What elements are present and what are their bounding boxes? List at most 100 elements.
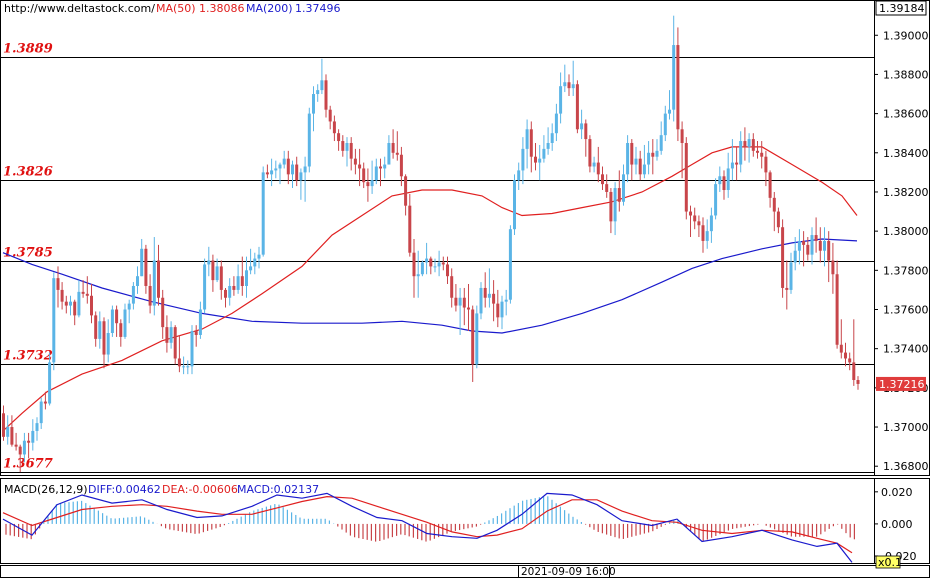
price-tick-label-8: 1.37400 bbox=[883, 343, 929, 356]
candle-119 bbox=[500, 295, 504, 330]
current-price: 1.37216 bbox=[879, 378, 925, 391]
candle-148 bbox=[622, 164, 625, 206]
candle-87 bbox=[366, 168, 370, 202]
candle-58 bbox=[245, 256, 248, 298]
candle-91 bbox=[383, 156, 387, 179]
candle-194 bbox=[814, 217, 818, 253]
candle-111 bbox=[467, 284, 470, 332]
candle-101 bbox=[425, 242, 429, 275]
candle-72 bbox=[303, 156, 307, 202]
candle-180 bbox=[756, 141, 759, 159]
price-tick-label-10: 1.37000 bbox=[883, 421, 929, 434]
price-tick-label-3: 1.38400 bbox=[883, 147, 929, 160]
candle-30 bbox=[127, 299, 131, 324]
candle-11 bbox=[48, 352, 52, 406]
candle-168 bbox=[705, 219, 709, 249]
price-tick-label-4: 1.38200 bbox=[883, 186, 929, 199]
candle-29 bbox=[123, 303, 127, 339]
candle-118 bbox=[496, 289, 500, 328]
candle-39 bbox=[165, 315, 169, 353]
candle-166 bbox=[697, 215, 701, 238]
candle-98 bbox=[412, 238, 416, 298]
level-label-2: 1.3785 bbox=[3, 246, 53, 261]
candle-81 bbox=[341, 135, 345, 157]
price-tick-label-6: 1.37800 bbox=[883, 264, 929, 277]
price-tick-label-7: 1.37600 bbox=[883, 303, 929, 316]
candle-28 bbox=[119, 319, 123, 347]
candle-83 bbox=[349, 137, 353, 171]
macd-layer bbox=[2, 492, 856, 563]
candle-130 bbox=[546, 127, 550, 155]
candle-84 bbox=[353, 148, 357, 175]
price-tick-label-5: 1.38000 bbox=[883, 225, 929, 238]
candle-4 bbox=[18, 444, 22, 473]
candle-165 bbox=[693, 207, 697, 230]
macd-dea-line bbox=[2, 495, 853, 554]
candle-94 bbox=[395, 131, 399, 161]
candle-162 bbox=[680, 121, 684, 179]
candle-127 bbox=[534, 142, 537, 171]
candle-176 bbox=[739, 131, 743, 173]
candle-76 bbox=[320, 58, 324, 95]
candle-153 bbox=[642, 144, 646, 179]
candle-170 bbox=[714, 178, 718, 220]
candle-117 bbox=[492, 280, 496, 322]
candle-34 bbox=[144, 244, 148, 294]
candle-86 bbox=[362, 162, 366, 189]
candle-199 bbox=[835, 260, 839, 349]
candle-173 bbox=[726, 152, 730, 198]
candle-139 bbox=[584, 119, 588, 157]
candle-129 bbox=[542, 135, 546, 163]
candle-20 bbox=[85, 276, 89, 304]
candle-59 bbox=[249, 248, 253, 275]
candle-167 bbox=[701, 217, 705, 253]
candlestick-layer bbox=[2, 15, 860, 473]
candle-123 bbox=[517, 162, 521, 191]
macd-scale-label: x0.1 bbox=[878, 556, 902, 569]
time-label: 2021-09-09 16:00 bbox=[521, 566, 616, 578]
level-label-3: 1.3732 bbox=[3, 349, 53, 364]
candle-60 bbox=[253, 252, 257, 275]
candle-67 bbox=[282, 150, 286, 169]
candle-102 bbox=[429, 256, 433, 275]
candle-104 bbox=[437, 250, 441, 277]
candle-16 bbox=[69, 295, 72, 316]
candle-156 bbox=[655, 139, 659, 161]
candle-74 bbox=[312, 86, 315, 132]
candle-97 bbox=[408, 193, 412, 257]
candle-40 bbox=[169, 321, 173, 349]
candle-3 bbox=[14, 432, 18, 451]
site-url[interactable]: http://www.deltastock.com/ bbox=[4, 2, 155, 15]
price-axis-frame bbox=[874, 0, 930, 476]
macd-scale-box[interactable] bbox=[875, 555, 901, 569]
candle-169 bbox=[709, 207, 713, 243]
level-label-1: 1.3826 bbox=[3, 165, 53, 180]
candle-108 bbox=[454, 284, 458, 312]
candle-106 bbox=[446, 256, 449, 285]
candle-82 bbox=[345, 137, 349, 167]
candle-116 bbox=[487, 268, 491, 308]
candle-36 bbox=[152, 237, 156, 316]
candle-177 bbox=[743, 127, 747, 161]
macd-diff-label: DIFF:0.00462 bbox=[88, 483, 161, 496]
candle-146 bbox=[613, 182, 617, 236]
candle-100 bbox=[420, 260, 424, 277]
candle-17 bbox=[73, 299, 77, 326]
candle-179 bbox=[751, 133, 755, 157]
candle-171 bbox=[718, 166, 722, 192]
macd-diff-line bbox=[2, 492, 853, 563]
candle-80 bbox=[337, 129, 341, 151]
candle-45 bbox=[190, 325, 194, 375]
candle-33 bbox=[140, 238, 144, 277]
candle-37 bbox=[157, 244, 160, 306]
candle-32 bbox=[136, 266, 139, 294]
candle-77 bbox=[324, 74, 328, 118]
candle-202 bbox=[848, 352, 852, 371]
candle-70 bbox=[295, 156, 299, 187]
candle-56 bbox=[236, 264, 240, 294]
candle-35 bbox=[148, 274, 152, 314]
candle-157 bbox=[659, 121, 663, 155]
candle-112 bbox=[471, 305, 475, 382]
